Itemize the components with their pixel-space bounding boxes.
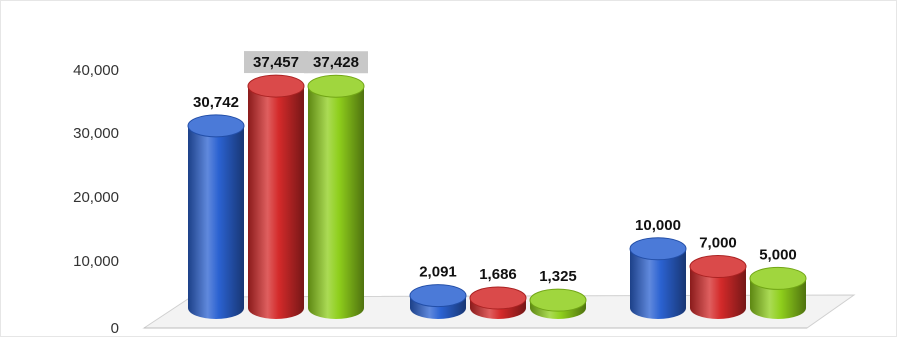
y-tick-label: 0 [111, 320, 119, 337]
data-label: 1,686 [479, 266, 517, 283]
y-tick-label: 30,000 [73, 125, 119, 142]
data-label: 5,000 [759, 246, 797, 263]
y-tick-label: 10,000 [73, 253, 119, 270]
cylinder-top [529, 288, 587, 312]
data-label: 2,091 [419, 264, 457, 281]
cylinder-bar [689, 255, 747, 319]
cylinder-bar [247, 74, 305, 319]
cylinder-top [187, 114, 245, 138]
cylinder-body [750, 278, 806, 319]
cylinder-body [188, 125, 244, 319]
data-label: 37,428 [313, 54, 359, 71]
cylinder-top [247, 74, 305, 98]
data-label-background [304, 51, 368, 74]
data-label: 37,457 [253, 54, 299, 71]
cylinder-top [409, 284, 467, 308]
data-label: 7,000 [699, 235, 737, 252]
cylinder-top [749, 266, 807, 290]
cylinder-body [690, 266, 746, 319]
cylinder-body [308, 86, 364, 319]
y-tick-label: 20,000 [73, 189, 119, 206]
cylinder-top [469, 286, 527, 310]
cylinder-bar [409, 284, 467, 319]
data-label: 30,742 [193, 94, 239, 111]
cylinder-bar [629, 237, 687, 319]
cylinder-top [307, 74, 365, 98]
cylinder-body [630, 248, 686, 319]
cylinder-bar [529, 288, 587, 319]
cylinder-top [689, 255, 747, 279]
data-label-background [244, 51, 308, 74]
cylinder-bar [187, 114, 245, 319]
cylinder-bar [749, 266, 807, 319]
cylinder-bar [469, 286, 527, 319]
data-label: 10,000 [635, 217, 681, 234]
data-label: 1,325 [539, 268, 577, 285]
cylinder-body [248, 86, 304, 319]
y-tick-label: 40,000 [73, 62, 119, 79]
cylinder-bar [307, 74, 365, 319]
cylinder-top [629, 237, 687, 261]
